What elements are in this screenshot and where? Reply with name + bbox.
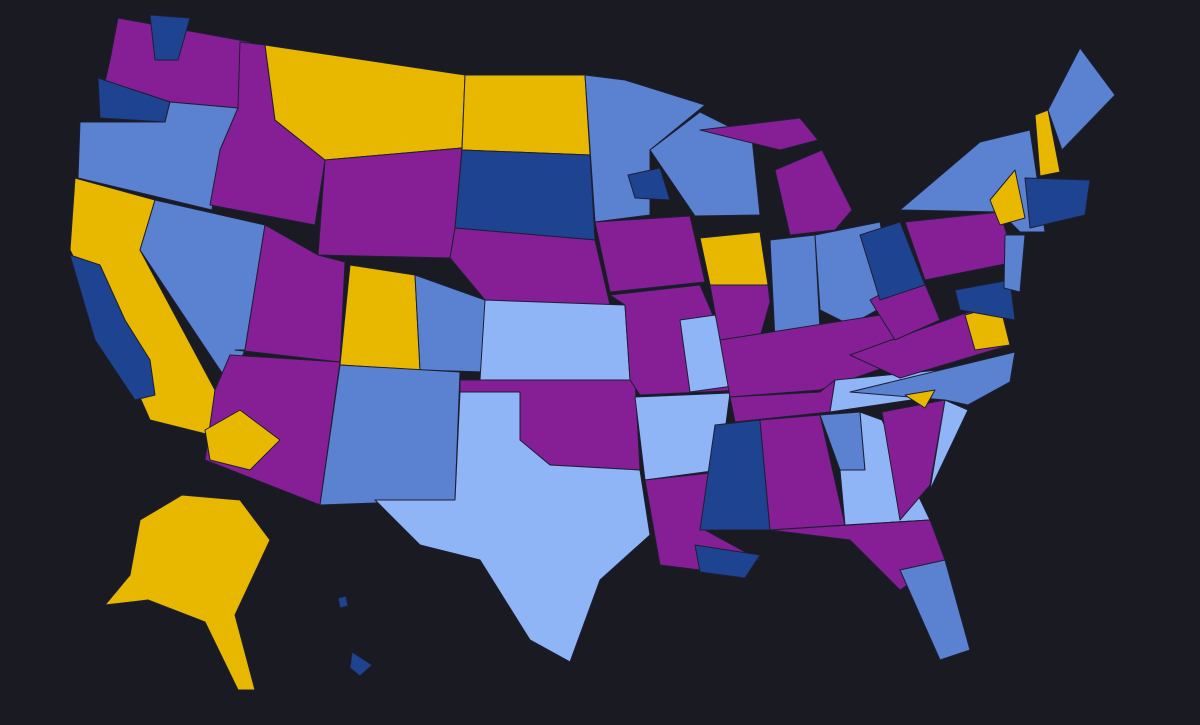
region — [1003, 234, 1026, 293]
region — [339, 264, 421, 371]
region — [929, 399, 969, 491]
region — [594, 215, 706, 293]
region — [694, 544, 761, 579]
region — [627, 167, 671, 201]
region — [769, 234, 821, 341]
region — [954, 279, 1016, 321]
region — [454, 149, 596, 241]
region — [349, 651, 373, 677]
region — [149, 14, 191, 61]
region — [337, 595, 349, 609]
region — [1047, 47, 1116, 151]
region — [719, 311, 921, 398]
region — [1024, 177, 1091, 229]
region — [69, 254, 156, 401]
region — [319, 364, 461, 506]
region — [859, 221, 926, 301]
region — [104, 494, 271, 691]
region — [1034, 109, 1061, 177]
region — [989, 169, 1026, 226]
region — [479, 299, 631, 381]
region — [774, 149, 853, 236]
region — [699, 231, 769, 286]
region — [904, 389, 936, 409]
region — [461, 74, 591, 156]
region — [317, 147, 463, 259]
region — [899, 559, 971, 661]
region — [204, 409, 281, 471]
region — [374, 391, 651, 663]
region — [699, 117, 819, 151]
